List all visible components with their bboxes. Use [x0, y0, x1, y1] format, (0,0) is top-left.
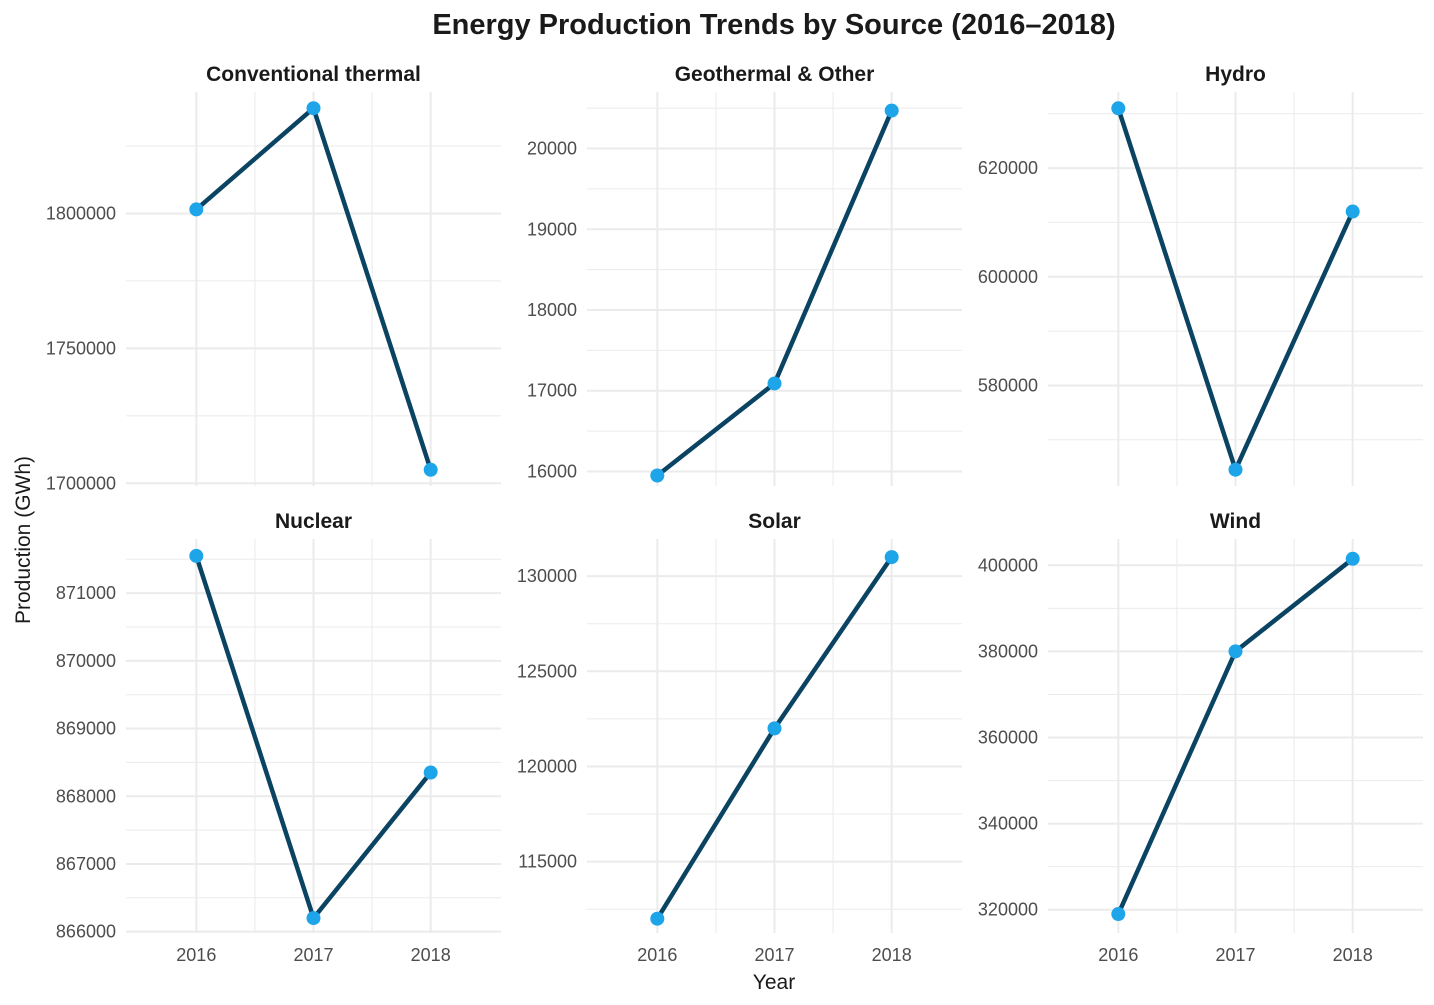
facet-panel: 580000 600000 620000 Hydro [978, 63, 1423, 486]
data-point [1111, 907, 1126, 922]
facet-panels: 1700000 1750000 1800000 Conventional therma… [46, 63, 1423, 965]
y-tick-label: 870000 [56, 651, 116, 671]
y-tick-label: 130000 [517, 566, 577, 586]
x-axis-label: Year [753, 971, 795, 994]
data-point [1345, 204, 1360, 219]
facet-title: Solar [748, 510, 801, 533]
data-point [306, 911, 321, 926]
data-point [1228, 462, 1243, 477]
facet-panel: 1700000 1750000 1800000 Conventional therma… [46, 63, 501, 493]
x-tick-label: 2018 [411, 945, 451, 965]
y-tick-label: 620000 [978, 158, 1038, 178]
y-tick-label: 380000 [978, 641, 1038, 661]
y-tick-label: 340000 [978, 814, 1038, 834]
x-tick-label: 2017 [754, 945, 794, 965]
data-point [767, 376, 782, 391]
y-tick-label: 600000 [978, 267, 1038, 287]
data-point [1228, 644, 1243, 659]
x-tick-label: 2018 [1333, 945, 1373, 965]
data-point [1111, 101, 1126, 116]
y-tick-label: 868000 [56, 786, 116, 806]
x-tick-label: 2016 [176, 945, 216, 965]
facet-title: Geothermal & Other [675, 63, 875, 86]
facet-panel: 115000 120000 125000 130000 2016 2017 2018 Sola… [517, 510, 962, 965]
y-tick-label: 125000 [517, 661, 577, 681]
y-tick-label: 19000 [527, 219, 577, 239]
y-axis-label: Production (GWh) [12, 456, 35, 624]
data-point [650, 911, 665, 926]
x-tick-label: 2016 [1098, 945, 1138, 965]
y-tick-label: 1750000 [46, 338, 116, 358]
x-tick-label: 2017 [293, 945, 333, 965]
data-point [423, 462, 438, 477]
data-point [1345, 551, 1360, 566]
y-tick-label: 400000 [978, 555, 1038, 575]
y-tick-label: 1800000 [46, 203, 116, 223]
y-tick-label: 120000 [517, 756, 577, 776]
facet-title: Conventional thermal [206, 63, 421, 86]
data-point [884, 103, 899, 118]
facet-panel: 320000 340000 360000 380000 400000 2016 2017 20… [978, 510, 1423, 965]
data-point [423, 765, 438, 780]
data-point [884, 550, 899, 565]
facet-panel: 16000 17000 18000 19000 20000 Geothermal & Ot… [527, 63, 962, 486]
data-point [767, 721, 782, 736]
y-tick-label: 20000 [527, 139, 577, 159]
data-point [650, 468, 665, 483]
chart-title: Energy Production Trends by Source (2016… [432, 9, 1115, 41]
y-tick-label: 360000 [978, 728, 1038, 748]
facet-title: Nuclear [275, 510, 352, 533]
y-tick-label: 871000 [56, 583, 116, 603]
y-tick-label: 867000 [56, 854, 116, 874]
facet-title: Wind [1210, 510, 1261, 533]
y-tick-label: 16000 [527, 461, 577, 481]
y-tick-label: 580000 [978, 375, 1038, 395]
y-tick-label: 18000 [527, 300, 577, 320]
y-tick-label: 115000 [518, 852, 577, 872]
facet-title: Hydro [1205, 63, 1266, 86]
facet-panel: 866000 867000 868000 869000 870000 871000 2016… [56, 510, 501, 965]
x-tick-label: 2017 [1215, 945, 1255, 965]
data-point [189, 202, 204, 217]
data-point [189, 548, 204, 563]
data-point [306, 101, 321, 116]
y-tick-label: 1700000 [46, 473, 116, 493]
y-tick-label: 320000 [978, 900, 1038, 920]
x-tick-label: 2018 [872, 945, 912, 965]
y-tick-label: 866000 [56, 922, 116, 942]
y-tick-label: 17000 [527, 381, 577, 401]
x-tick-label: 2016 [637, 945, 677, 965]
y-tick-label: 869000 [56, 719, 116, 739]
